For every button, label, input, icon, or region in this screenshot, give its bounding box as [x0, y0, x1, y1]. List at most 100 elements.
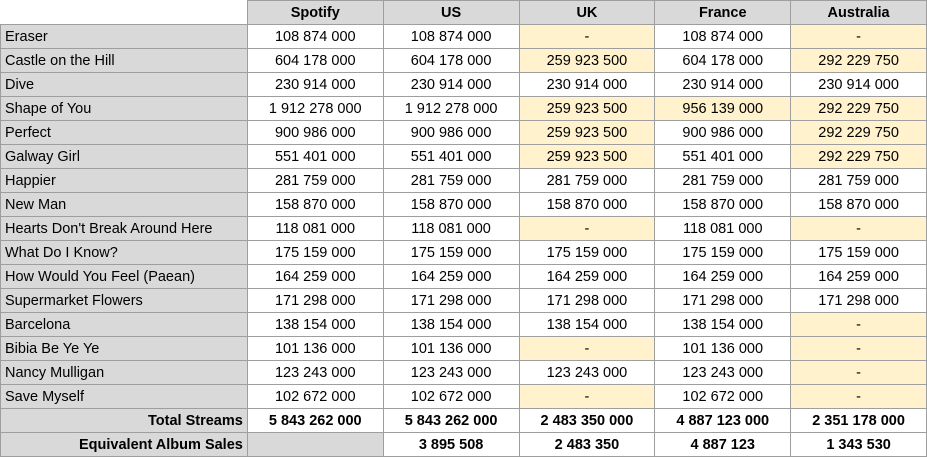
song-title: Shape of You: [0, 96, 248, 121]
column-header-us: US: [382, 0, 520, 25]
table-row: Barcelona 138 154 000 138 154 000 138 154 0…: [0, 312, 927, 337]
table-row: Hearts Don't Break Around Here 118 081 00…: [0, 216, 927, 241]
stream-value-cell: 230 914 000: [654, 72, 792, 97]
song-title: Castle on the Hill: [0, 48, 248, 73]
stream-value-cell: 118 081 000: [654, 216, 792, 241]
table-row: Supermarket Flowers 171 298 000 171 298 00…: [0, 288, 927, 313]
song-title: Save Myself: [0, 384, 248, 409]
stream-value-cell: 102 672 000: [246, 384, 384, 409]
stream-value-cell: -: [790, 312, 927, 337]
stream-value-cell: 900 986 000: [382, 120, 520, 145]
stream-value-cell: 108 874 000: [246, 24, 384, 49]
stream-value-cell: 108 874 000: [382, 24, 520, 49]
stream-value-cell: -: [790, 24, 927, 49]
total-streams-value: 2 483 350 000: [518, 408, 656, 433]
stream-value-cell: 101 136 000: [382, 336, 520, 361]
table-row: Eraser 108 874 000 108 874 000-108 874 000…: [0, 24, 927, 49]
stream-value-cell: 102 672 000: [382, 384, 520, 409]
stream-value-cell: -: [518, 336, 656, 361]
table-row: What Do I Know? 175 159 000 175 159 000 175…: [0, 240, 927, 265]
stream-value-cell: 292 229 750: [790, 48, 927, 73]
stream-value-cell: 164 259 000: [382, 264, 520, 289]
corner-cell: [0, 0, 248, 25]
table-row: New Man 158 870 000 158 870 000 158 870 000…: [0, 192, 927, 217]
stream-value-cell: 281 759 000: [246, 168, 384, 193]
song-title: Supermarket Flowers: [0, 288, 248, 313]
stream-value-cell: 164 259 000: [246, 264, 384, 289]
stream-value-cell: 123 243 000: [654, 360, 792, 385]
stream-value-cell: 158 870 000: [790, 192, 927, 217]
stream-value-cell: 956 139 000: [654, 96, 792, 121]
stream-value-cell: 118 081 000: [382, 216, 520, 241]
stream-value-cell: 101 136 000: [246, 336, 384, 361]
album-sales-label: Equivalent Album Sales: [0, 432, 248, 457]
song-title: Nancy Mulligan: [0, 360, 248, 385]
stream-value-cell: 281 759 000: [790, 168, 927, 193]
stream-value-cell: 551 401 000: [382, 144, 520, 169]
stream-value-cell: -: [518, 24, 656, 49]
song-title: Eraser: [0, 24, 248, 49]
stream-value-cell: 230 914 000: [246, 72, 384, 97]
stream-value-cell: 175 159 000: [518, 240, 656, 265]
stream-value-cell: 102 672 000: [654, 384, 792, 409]
stream-value-cell: 230 914 000: [790, 72, 927, 97]
stream-value-cell: 292 229 750: [790, 96, 927, 121]
stream-value-cell: 551 401 000: [246, 144, 384, 169]
stream-value-cell: -: [790, 216, 927, 241]
song-title: Dive: [0, 72, 248, 97]
stream-value-cell: 101 136 000: [654, 336, 792, 361]
stream-value-cell: 158 870 000: [382, 192, 520, 217]
song-title: Hearts Don't Break Around Here: [0, 216, 248, 241]
stream-value-cell: 259 923 500: [518, 144, 656, 169]
stream-value-cell: 175 159 000: [382, 240, 520, 265]
stream-value-cell: 108 874 000: [654, 24, 792, 49]
stream-value-cell: -: [518, 384, 656, 409]
stream-value-cell: 281 759 000: [518, 168, 656, 193]
stream-value-cell: 138 154 000: [246, 312, 384, 337]
song-title: How Would You Feel (Paean): [0, 264, 248, 289]
song-title: New Man: [0, 192, 248, 217]
album-sales-value: 4 887 123: [654, 432, 792, 457]
stream-value-cell: 158 870 000: [654, 192, 792, 217]
table-row: Dive 230 914 000 230 914 000 230 914 000 230…: [0, 72, 927, 97]
total-streams-value: 5 843 262 000: [246, 408, 384, 433]
stream-value-cell: 171 298 000: [790, 288, 927, 313]
stream-value-cell: 175 159 000: [246, 240, 384, 265]
column-header-france: France: [654, 0, 792, 25]
stream-value-cell: -: [790, 336, 927, 361]
stream-value-cell: 164 259 000: [790, 264, 927, 289]
song-title: Galway Girl: [0, 144, 248, 169]
column-header-australia: Australia: [790, 0, 927, 25]
stream-value-cell: 164 259 000: [654, 264, 792, 289]
stream-value-cell: 138 154 000: [382, 312, 520, 337]
stream-value-cell: 281 759 000: [654, 168, 792, 193]
stream-value-cell: 604 178 000: [246, 48, 384, 73]
song-title: What Do I Know?: [0, 240, 248, 265]
stream-value-cell: 158 870 000: [518, 192, 656, 217]
song-title: Happier: [0, 168, 248, 193]
stream-value-cell: 292 229 750: [790, 120, 927, 145]
stream-value-cell: 171 298 000: [518, 288, 656, 313]
stream-value-cell: -: [790, 384, 927, 409]
stream-value-cell: 171 298 000: [246, 288, 384, 313]
stream-value-cell: 175 159 000: [654, 240, 792, 265]
stream-value-cell: 259 923 500: [518, 96, 656, 121]
stream-value-cell: 281 759 000: [382, 168, 520, 193]
stream-value-cell: 292 229 750: [790, 144, 927, 169]
table-row: Galway Girl 551 401 000 551 401 000 259 923…: [0, 144, 927, 169]
stream-value-cell: 1 912 278 000: [382, 96, 520, 121]
column-header-uk: UK: [518, 0, 656, 25]
stream-value-cell: 259 923 500: [518, 120, 656, 145]
header-row: Spotify US UK France Australia: [0, 0, 927, 25]
stream-value-cell: 158 870 000: [246, 192, 384, 217]
table-row: How Would You Feel (Paean) 164 259 000 164…: [0, 264, 927, 289]
stream-value-cell: 138 154 000: [654, 312, 792, 337]
table-row: Bibia Be Ye Ye 101 136 000 101 136 000-101…: [0, 336, 927, 361]
stream-value-cell: 900 986 000: [654, 120, 792, 145]
album-sales-value: 3 895 508: [382, 432, 520, 457]
stream-value-cell: 551 401 000: [654, 144, 792, 169]
table-row: Save Myself 102 672 000 102 672 000-102 67…: [0, 384, 927, 409]
stream-value-cell: 604 178 000: [382, 48, 520, 73]
total-streams-value: 5 843 262 000: [382, 408, 520, 433]
